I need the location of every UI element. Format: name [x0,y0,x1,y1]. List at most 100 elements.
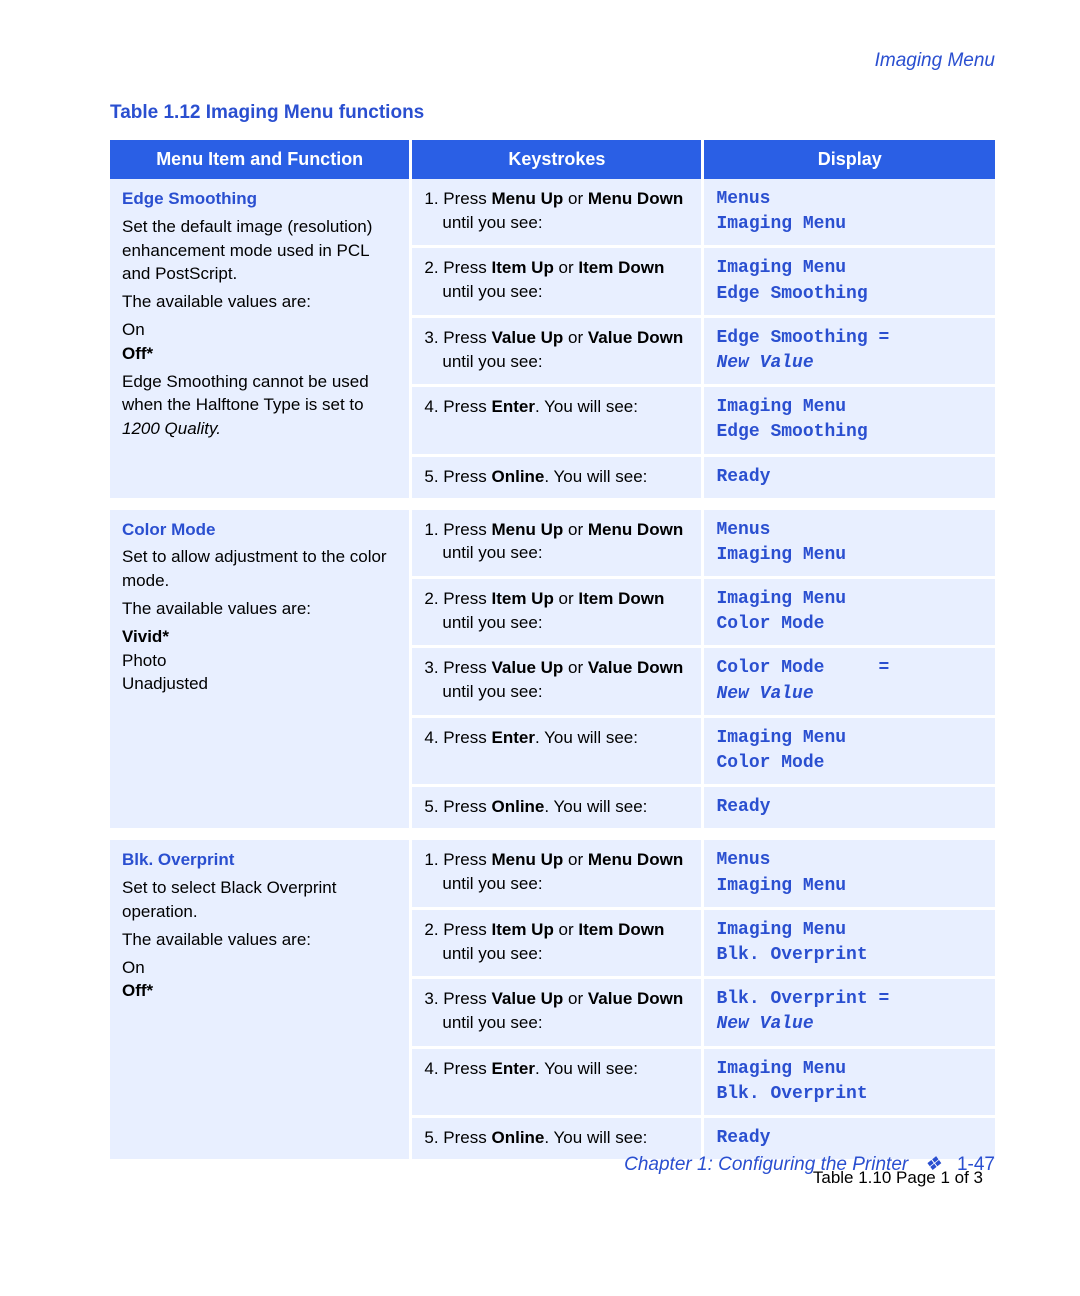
table-row: Blk. OverprintSet to select Black Overpr… [110,834,995,908]
available-values-list: Vivid*PhotoUnadjusted [122,625,397,696]
table-row: Color ModeSet to allow adjustment to the… [110,504,995,578]
available-values-list: OnOff* [122,956,397,1004]
display-cell: MenusImaging Menu [703,504,995,578]
display-line: Imaging Menu [716,1057,983,1082]
table-title: Table 1.12 Imaging Menu functions [110,102,995,124]
display-line: Blk. Overprint = [716,987,983,1012]
display-cell: Ready [703,786,995,835]
menu-item-title: Color Mode [122,518,397,542]
menu-item-title: Blk. Overprint [122,848,397,872]
display-line: Ready [716,465,983,490]
display-line: Imaging Menu [716,395,983,420]
display-line: Color Mode [716,751,983,776]
available-values-list: OnOff* [122,318,397,366]
display-line: Ready [716,1126,983,1151]
keystroke-step: 1. Press Menu Up or Menu Down until you … [424,518,689,566]
col-header-display: Display [703,140,995,179]
available-values-label: The available values are: [122,290,397,314]
display-line: Imaging Menu [716,874,983,899]
keystroke-step: 2. Press Item Up or Item Down until you … [424,587,689,635]
display-line: Imaging Menu [716,543,983,568]
display-cell: Imaging MenuColor Mode [703,716,995,785]
keystroke-cell: 3. Press Value Up or Value Down until yo… [411,978,703,1047]
display-line: Blk. Overprint [716,1082,983,1107]
display-line: Imaging Menu [716,726,983,751]
display-line: Ready [716,795,983,820]
menu-item-cell: Edge Smoothing Set the default image (res… [110,179,411,504]
menu-item-note: Edge Smoothing cannot be used when the H… [122,370,397,441]
display-cell: Imaging MenuColor Mode [703,578,995,647]
keystroke-step: 4. Press Enter. You will see: [424,395,689,419]
menu-item-cell: Color Mode Set to allow adjustment to the… [110,504,411,835]
menu-item-cell: Blk. Overprint Set to select Black Overpr… [110,834,411,1160]
display-line: New Value [716,351,983,376]
display-line: Blk. Overprint [716,943,983,968]
keystroke-step: 1. Press Menu Up or Menu Down until you … [424,187,689,235]
display-cell: Edge Smoothing =New Value [703,316,995,385]
keystroke-cell: 1. Press Menu Up or Menu Down until you … [411,179,703,247]
footer-bullet-icon: ❖ [924,1154,941,1175]
available-value: Off* [122,342,397,366]
display-line: Menus [716,518,983,543]
available-value: Off* [122,979,397,1003]
keystroke-cell: 2. Press Item Up or Item Down until you … [411,578,703,647]
menu-item-description: Set the default image (resolution) enhan… [122,215,397,286]
display-line: Color Mode = [716,656,983,681]
table-row: Edge SmoothingSet the default image (res… [110,179,995,247]
keystroke-cell: 3. Press Value Up or Value Down until yo… [411,647,703,716]
display-cell: Imaging MenuBlk. Overprint [703,1047,995,1116]
keystroke-cell: 4. Press Enter. You will see: [411,1047,703,1116]
display-cell: MenusImaging Menu [703,834,995,908]
display-cell: Imaging MenuBlk. Overprint [703,908,995,977]
available-value: Vivid* [122,625,397,649]
keystroke-cell: 5. Press Online. You will see: [411,455,703,504]
page-header-label: Imaging Menu [110,50,995,72]
keystroke-step: 2. Press Item Up or Item Down until you … [424,918,689,966]
display-cell: Blk. Overprint =New Value [703,978,995,1047]
display-cell: Imaging MenuEdge Smoothing [703,386,995,455]
keystroke-step: 5. Press Online. You will see: [424,465,689,489]
keystroke-cell: 2. Press Item Up or Item Down until you … [411,247,703,316]
keystroke-cell: 1. Press Menu Up or Menu Down until you … [411,834,703,908]
display-line: Menus [716,187,983,212]
keystroke-step: 5. Press Online. You will see: [424,795,689,819]
display-cell: Ready [703,455,995,504]
keystroke-step: 3. Press Value Up or Value Down until yo… [424,656,689,704]
available-values-label: The available values are: [122,597,397,621]
available-values-label: The available values are: [122,928,397,952]
available-value: On [122,956,397,980]
display-line: Edge Smoothing = [716,326,983,351]
keystroke-step: 2. Press Item Up or Item Down until you … [424,256,689,304]
display-line: Imaging Menu [716,918,983,943]
display-line: Imaging Menu [716,587,983,612]
keystroke-step: 1. Press Menu Up or Menu Down until you … [424,848,689,896]
col-header-keystrokes: Keystrokes [411,140,703,179]
display-line: Edge Smoothing [716,282,983,307]
display-cell: Imaging MenuEdge Smoothing [703,247,995,316]
display-line: New Value [716,682,983,707]
display-line: Imaging Menu [716,212,983,237]
display-line: Color Mode [716,612,983,637]
keystroke-cell: 3. Press Value Up or Value Down until yo… [411,316,703,385]
available-value: On [122,318,397,342]
footer-chapter: Chapter 1: Configuring the Printer [624,1154,908,1175]
footer-page-number: 1-47 [957,1154,995,1175]
display-line: New Value [716,1012,983,1037]
keystroke-cell: 4. Press Enter. You will see: [411,386,703,455]
imaging-menu-table: Menu Item and Function Keystrokes Displa… [110,140,995,1162]
menu-item-title: Edge Smoothing [122,187,397,211]
available-value: Photo [122,649,397,673]
col-header-menu-item: Menu Item and Function [110,140,411,179]
page-footer: Chapter 1: Configuring the Printer ❖ 1-4… [624,1153,995,1176]
keystroke-step: 4. Press Enter. You will see: [424,1057,689,1081]
menu-item-description: Set to allow adjustment to the color mod… [122,545,397,593]
keystroke-step: 5. Press Online. You will see: [424,1126,689,1150]
keystroke-step: 4. Press Enter. You will see: [424,726,689,750]
keystroke-cell: 1. Press Menu Up or Menu Down until you … [411,504,703,578]
display-cell: Color Mode =New Value [703,647,995,716]
display-cell: MenusImaging Menu [703,179,995,247]
keystroke-step: 3. Press Value Up or Value Down until yo… [424,987,689,1035]
display-line: Edge Smoothing [716,420,983,445]
menu-item-description: Set to select Black Overprint operation. [122,876,397,924]
display-line: Imaging Menu [716,256,983,281]
